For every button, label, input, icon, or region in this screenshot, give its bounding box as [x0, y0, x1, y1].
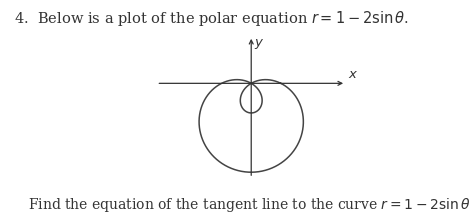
- Text: $x$: $x$: [348, 68, 358, 81]
- Text: $y$: $y$: [254, 37, 264, 51]
- Text: Find the equation of the tangent line to the curve $r = 1 - 2\sin\theta$ at $(x,: Find the equation of the tangent line to…: [28, 196, 474, 214]
- Text: 4.  Below is a plot of the polar equation $r = 1 - 2\sin\theta$.: 4. Below is a plot of the polar equation…: [14, 9, 410, 28]
